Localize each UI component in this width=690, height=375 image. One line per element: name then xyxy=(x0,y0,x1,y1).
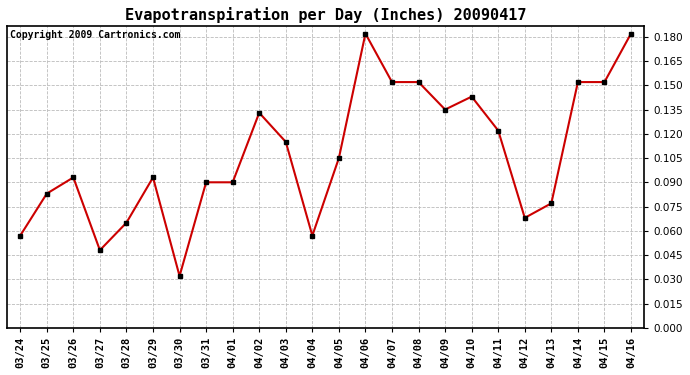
Title: Evapotranspiration per Day (Inches) 20090417: Evapotranspiration per Day (Inches) 2009… xyxy=(125,7,526,23)
Text: Copyright 2009 Cartronics.com: Copyright 2009 Cartronics.com xyxy=(10,30,181,40)
